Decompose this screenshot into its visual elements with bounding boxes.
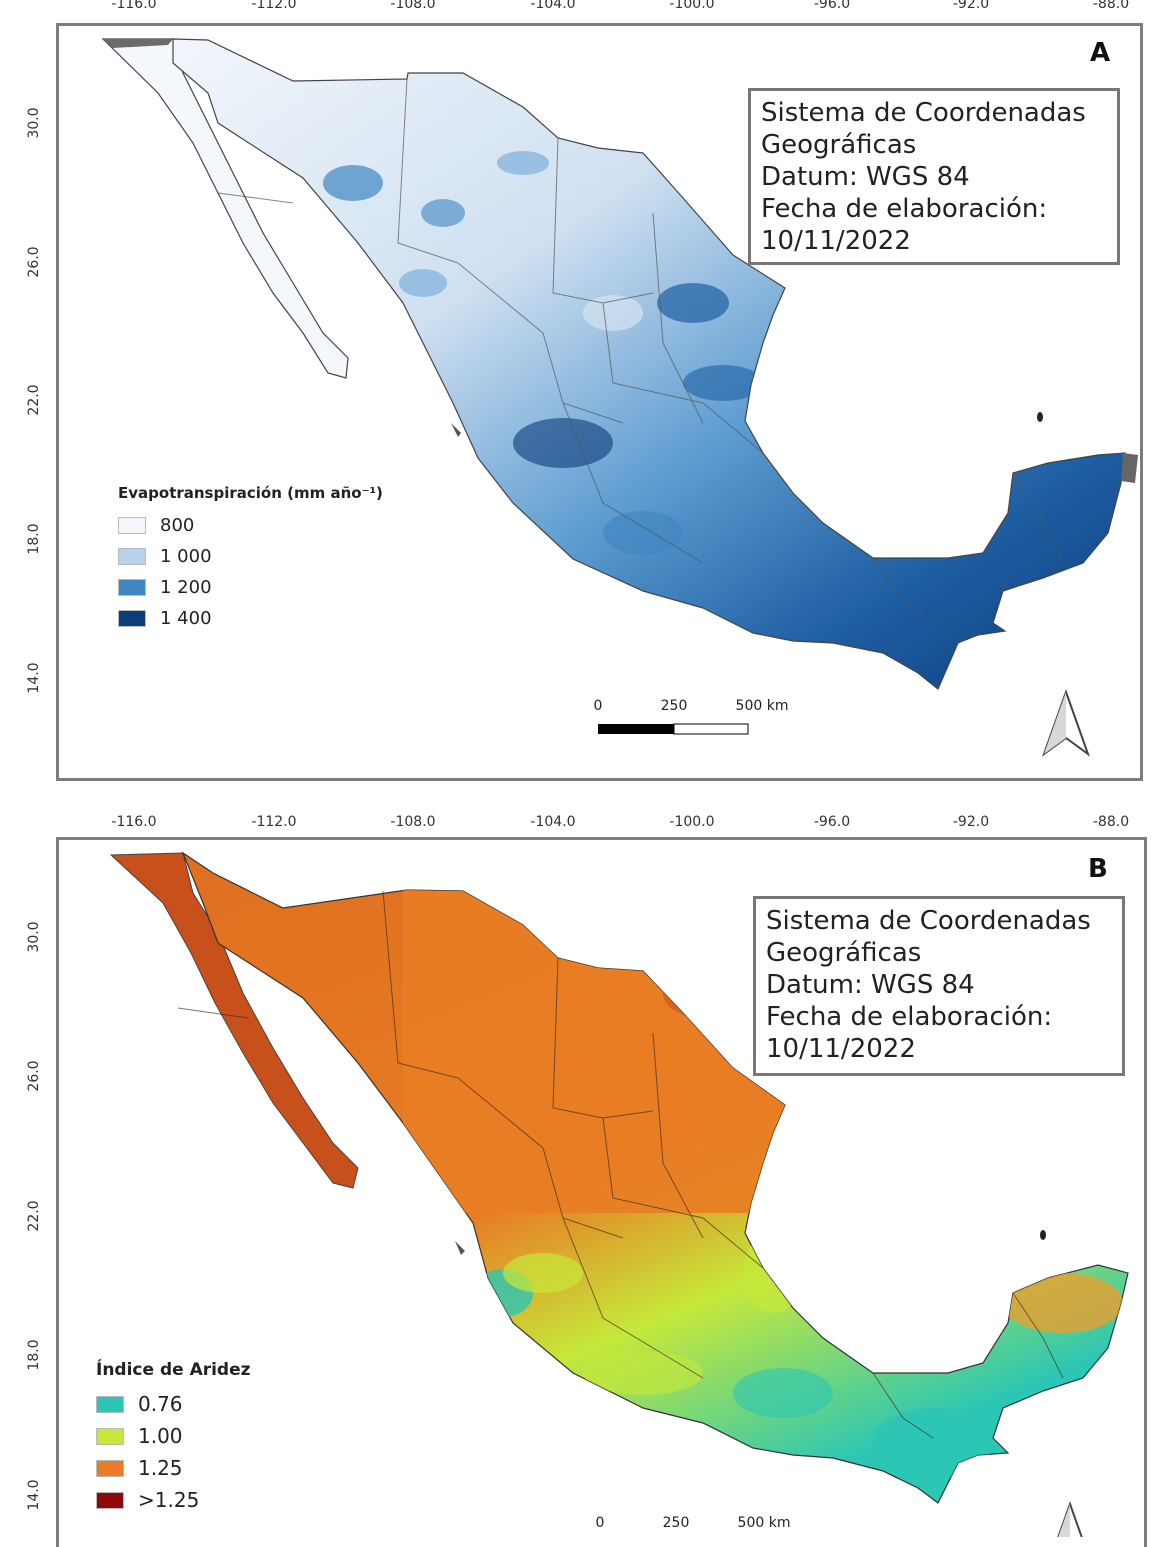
lon-tick: -108.0 (390, 0, 436, 12)
scale-label: 500 km (735, 698, 789, 714)
legend-swatch (96, 1459, 124, 1477)
panel-b: -116.0 -112.0 -108.0 -104.0 -100.0 -96.0… (0, 810, 1173, 1547)
scale-label: 500 km (737, 1515, 791, 1531)
mexico-aridity-map (109, 851, 1129, 1504)
info-line: Sistema de Coordenadas (766, 906, 1091, 936)
legend-swatch (118, 548, 146, 565)
scale-label: 250 (662, 1515, 690, 1531)
lon-tick: -88.0 (1092, 0, 1130, 12)
ev-patches (323, 151, 763, 555)
lon-tick: -112.0 (251, 0, 297, 12)
legend-title: Índice de Aridez (96, 1360, 251, 1380)
island (1037, 412, 1043, 422)
legend-title: Evapotranspiración (mm año⁻¹) (118, 484, 383, 502)
legend-swatch (96, 1427, 124, 1445)
info-line: Geográficas (766, 938, 922, 968)
mexico-evapotranspiration-map (101, 38, 1138, 690)
legend-aridity: Índice de Aridez 0.76 1.00 1.25 >1.25 (96, 1360, 251, 1516)
scale-label: 250 (660, 698, 688, 714)
lon-tick: -92.0 (952, 814, 990, 830)
lon-tick: -100.0 (669, 0, 715, 12)
scale-bar-graphic (598, 723, 749, 735)
info-line: 10/11/2022 (766, 1034, 916, 1064)
north-arrow-icon (1041, 689, 1091, 757)
scale-label: 0 (595, 1515, 605, 1531)
lat-tick: 18.0 (26, 1339, 42, 1371)
island (455, 1241, 465, 1255)
lat-tick: 18.0 (26, 523, 42, 555)
coordinate-info-box: Sistema de Coordenadas Geográficas Datum… (748, 88, 1120, 265)
legend-label: 1 000 (160, 546, 212, 567)
legend-item: >1.25 (96, 1484, 251, 1516)
legend-label: 1 400 (160, 608, 212, 629)
lat-tick: 26.0 (26, 1060, 42, 1092)
lon-tick: -92.0 (952, 0, 990, 12)
legend-label: 800 (160, 515, 195, 536)
lon-tick: -112.0 (251, 814, 297, 830)
legend-item: 1 400 (118, 603, 383, 634)
legend-swatch (96, 1395, 124, 1413)
legend-item: 1.25 (96, 1452, 251, 1484)
info-line: Fecha de elaboración: (766, 1002, 1053, 1032)
state-borders (217, 78, 1064, 624)
land-shade (1121, 453, 1138, 483)
info-line: Datum: WGS 84 (761, 162, 970, 192)
lon-tick: -104.0 (530, 0, 576, 12)
north-arrow-icon (1057, 1501, 1083, 1537)
lat-tick: 26.0 (26, 246, 42, 278)
lat-tick: 22.0 (26, 1200, 42, 1232)
lon-tick: -116.0 (111, 814, 157, 830)
lat-tick: 30.0 (26, 107, 42, 139)
scale-label: 0 (593, 698, 603, 714)
legend-swatch (118, 517, 146, 534)
legend-label: 1.00 (138, 1424, 183, 1448)
lon-tick: -108.0 (390, 814, 436, 830)
legend-item: 1 200 (118, 572, 383, 603)
info-line: Datum: WGS 84 (766, 970, 975, 1000)
panel-letter-a: A (1090, 38, 1111, 68)
island (451, 423, 461, 437)
baja-california (101, 38, 349, 379)
lon-tick: -96.0 (813, 814, 851, 830)
lat-tick: 14.0 (26, 662, 42, 694)
island (1040, 1230, 1046, 1240)
state-borders (177, 890, 1064, 1439)
lon-tick: -116.0 (111, 0, 157, 12)
panel-a: -116.0 -112.0 -108.0 -104.0 -100.0 -96.0… (26, 0, 1143, 781)
lon-tick: -104.0 (530, 814, 576, 830)
lon-tick: -88.0 (1092, 814, 1130, 830)
legend-label: 0.76 (138, 1392, 183, 1416)
coordinate-info-box: Sistema de Coordenadas Geográficas Datum… (753, 896, 1125, 1076)
info-line: 10/11/2022 (761, 226, 911, 256)
lon-tick: -100.0 (669, 814, 715, 830)
scale-bar: 0 250 500 km (592, 1515, 792, 1537)
legend-item: 1.00 (96, 1420, 251, 1452)
legend-item: 0.76 (96, 1388, 251, 1420)
legend-evapotranspiration: Evapotranspiración (mm año⁻¹) 800 1 000 … (118, 484, 383, 634)
legend-swatch (118, 579, 146, 596)
lon-tick: -96.0 (813, 0, 851, 12)
info-line: Geográficas (761, 130, 917, 160)
legend-swatch (118, 610, 146, 627)
legend-label: 1 200 (160, 577, 212, 598)
legend-item: 1 000 (118, 541, 383, 572)
legend-item: 800 (118, 510, 383, 541)
info-line: Sistema de Coordenadas (761, 98, 1086, 128)
scale-bar: 0 250 500 km (590, 698, 790, 738)
panel-letter-b: B (1088, 854, 1108, 884)
lat-tick: 30.0 (26, 921, 42, 953)
legend-label: >1.25 (138, 1488, 200, 1512)
legend-swatch (96, 1491, 124, 1509)
lat-tick: 14.0 (26, 1479, 42, 1511)
baja-edge-shade (103, 39, 173, 48)
lat-tick: 22.0 (26, 384, 42, 416)
info-line: Fecha de elaboración: (761, 194, 1048, 224)
legend-label: 1.25 (138, 1456, 183, 1480)
